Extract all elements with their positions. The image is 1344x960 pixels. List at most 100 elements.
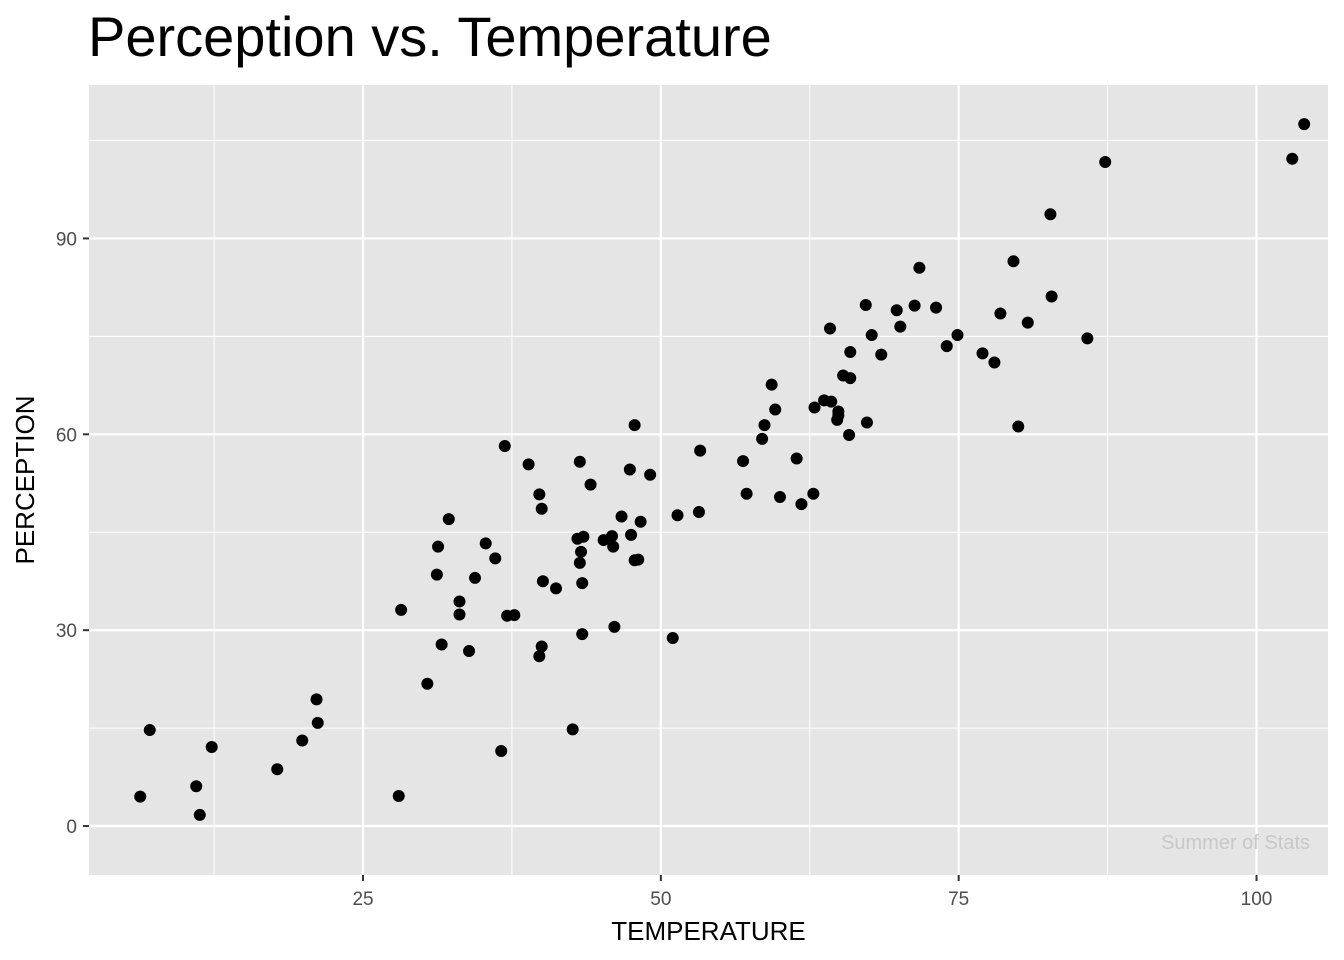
data-point — [758, 419, 771, 432]
data-point — [442, 513, 455, 526]
x-tick-label: 25 — [352, 889, 373, 910]
y-tick-label: 90 — [56, 229, 77, 250]
data-point — [536, 575, 549, 588]
data-point — [463, 645, 476, 658]
data-point — [535, 640, 548, 653]
data-point — [1081, 332, 1094, 345]
data-point — [550, 582, 563, 595]
data-point — [756, 432, 769, 445]
data-point — [694, 444, 707, 457]
data-point — [988, 356, 1001, 369]
data-point — [843, 428, 856, 441]
data-point — [740, 487, 753, 500]
data-point — [468, 571, 481, 584]
data-point — [576, 628, 589, 641]
data-point — [533, 488, 546, 501]
data-point — [632, 553, 645, 566]
data-point — [824, 322, 837, 335]
data-point — [432, 540, 445, 553]
data-point — [692, 505, 705, 518]
data-point — [894, 320, 907, 333]
data-point — [765, 378, 778, 391]
data-point — [296, 734, 309, 747]
data-point — [535, 502, 548, 515]
data-point — [666, 632, 679, 644]
data-point — [625, 528, 638, 541]
y-axis-ticks: 0 30 60 90 — [56, 229, 89, 838]
data-point — [865, 329, 878, 342]
data-point — [489, 552, 502, 565]
data-point — [795, 498, 808, 511]
data-point — [310, 693, 323, 706]
x-tick-label: 75 — [948, 889, 969, 910]
data-point — [1286, 152, 1299, 165]
data-point — [1007, 255, 1020, 268]
data-point — [634, 515, 647, 528]
data-point — [606, 530, 619, 543]
data-point — [495, 744, 508, 757]
y-axis-title: PERCEPTION — [10, 395, 40, 564]
data-point — [1099, 156, 1112, 169]
data-point — [573, 455, 586, 468]
data-point — [773, 490, 786, 503]
data-point — [498, 440, 511, 453]
data-point — [134, 790, 147, 803]
data-point — [430, 568, 443, 581]
data-point — [844, 346, 857, 359]
data-point — [533, 650, 546, 663]
data-point — [628, 419, 641, 432]
watermark-text: Summer of Stats — [1161, 832, 1310, 854]
data-point — [1045, 290, 1058, 303]
data-point — [908, 299, 921, 312]
plot-panel — [89, 85, 1328, 875]
minor-gridlines-y — [89, 139, 1328, 729]
data-point — [608, 620, 621, 633]
major-gridlines-y — [89, 237, 1328, 828]
data-point — [623, 463, 636, 476]
data-point — [737, 455, 750, 468]
data-point — [875, 348, 888, 361]
data-point — [271, 763, 284, 776]
data-point — [584, 478, 597, 491]
data-point — [143, 724, 156, 737]
data-point — [930, 301, 943, 314]
data-point — [807, 487, 820, 500]
data-point — [790, 452, 803, 465]
data-point — [1021, 316, 1034, 329]
data-point — [577, 530, 590, 543]
data-point — [844, 372, 857, 385]
data-point — [976, 347, 989, 360]
major-gridlines-x — [361, 85, 1258, 875]
data-point — [392, 790, 405, 802]
data-point — [808, 401, 821, 414]
chart-title: Perception vs. Temperature — [88, 5, 772, 68]
data-point — [575, 545, 588, 558]
data-point — [1044, 208, 1057, 221]
data-point — [825, 395, 838, 408]
data-point — [395, 603, 408, 616]
data-point — [193, 808, 206, 821]
data-point — [522, 458, 535, 471]
data-point — [435, 638, 448, 651]
y-tick-label: 30 — [56, 621, 77, 642]
data-point — [994, 307, 1007, 320]
y-tick-label: 0 — [66, 817, 77, 838]
data-point — [951, 329, 964, 342]
data-points — [134, 118, 1311, 821]
data-point — [573, 556, 586, 569]
data-point — [1298, 118, 1311, 131]
data-point — [190, 780, 203, 793]
data-point — [453, 595, 466, 608]
data-point — [607, 540, 620, 553]
data-point — [311, 716, 324, 729]
data-point — [566, 723, 579, 736]
data-point — [576, 577, 589, 590]
data-point — [671, 509, 684, 522]
x-tick-label: 100 — [1241, 889, 1273, 910]
data-point — [860, 416, 873, 429]
data-point — [421, 677, 434, 690]
data-point — [508, 609, 521, 622]
data-point — [832, 409, 845, 422]
data-point — [769, 403, 782, 416]
